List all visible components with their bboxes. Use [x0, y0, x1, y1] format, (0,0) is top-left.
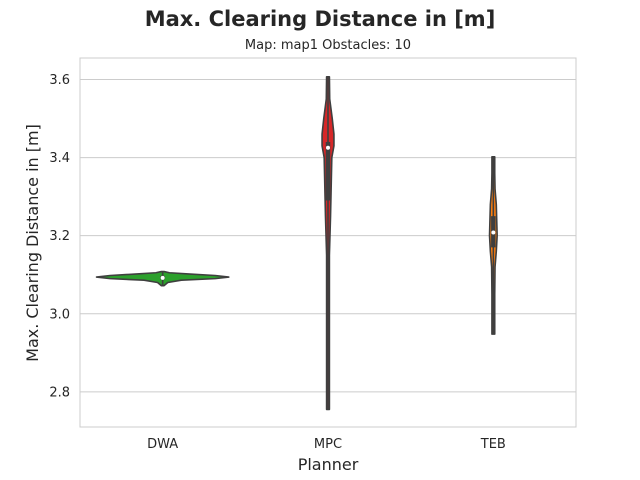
violin-teb: [488, 155, 498, 335]
violins: [95, 75, 498, 411]
violin-median: [160, 275, 165, 280]
plot-frame: [79, 57, 577, 428]
violin-mpc: [321, 75, 335, 411]
x-tick-label-mpc: MPC: [314, 437, 342, 452]
y-tick-label: 3.6: [49, 73, 70, 88]
y-tick-label: 2.8: [49, 385, 70, 400]
x-ticks: DWA MPC TEB: [147, 437, 506, 452]
violin-median: [491, 230, 496, 235]
y-ticks: 2.8 3.0 3.2 3.4 3.6: [49, 73, 70, 400]
y-tick-label: 3.2: [49, 229, 70, 244]
y-tick-label: 3.4: [49, 151, 70, 166]
x-tick-label-dwa: DWA: [147, 437, 178, 452]
x-tick-label-teb: TEB: [480, 437, 506, 452]
chart-title: Max. Clearing Distance in [m]: [145, 7, 496, 31]
y-tick-label: 3.0: [49, 307, 70, 322]
y-axis-label: Max. Clearing Distance in [m]: [23, 124, 42, 362]
chart-subtitle: Map: map1 Obstacles: 10: [245, 38, 411, 53]
x-axis-label: Planner: [298, 455, 359, 474]
violin-dwa: [95, 270, 230, 287]
violin-median: [326, 145, 330, 150]
